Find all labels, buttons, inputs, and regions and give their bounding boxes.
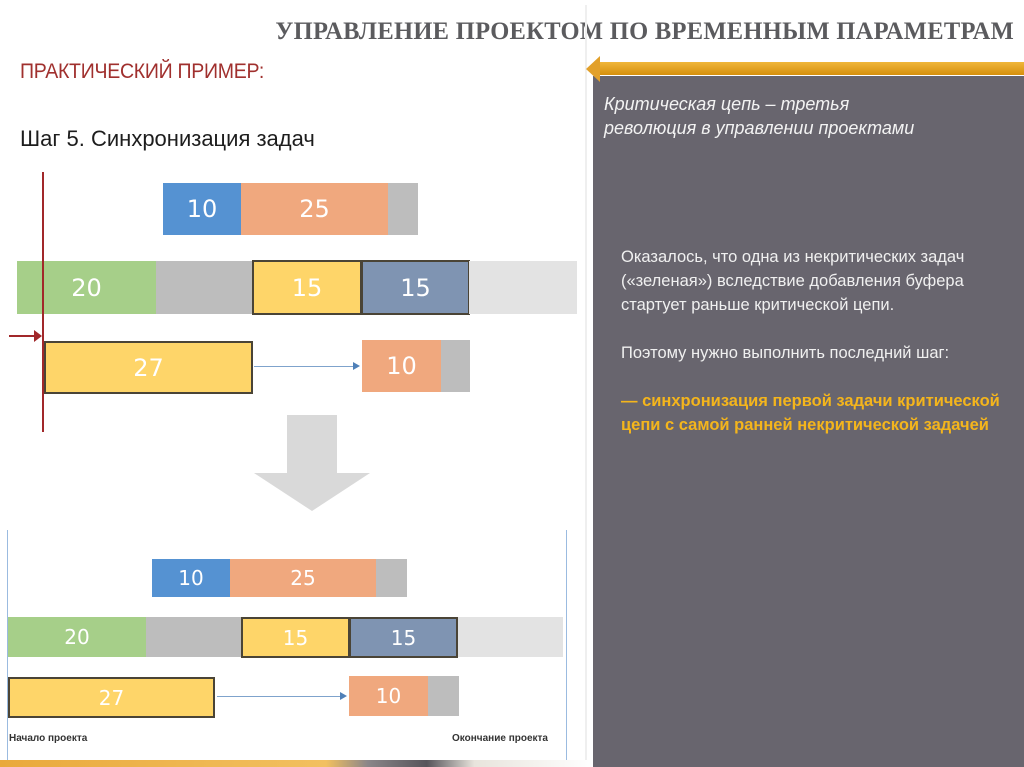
buffer-bar	[376, 559, 407, 597]
dependency-arrow-icon	[254, 362, 360, 370]
step-title: Шаг 5. Синхронизация задач	[20, 126, 315, 151]
task-bar-green: 20	[17, 261, 156, 314]
footer-stripe	[0, 760, 593, 767]
project-end-label: Окончание проекта	[452, 733, 548, 744]
slide-title: УПРАВЛЕНИЕ ПРОЕКТОМ ПО ВРЕМЕННЫМ ПАРАМЕТ…	[275, 18, 1014, 45]
task-bar: 15	[361, 260, 470, 315]
task-bar-green: 20	[8, 617, 146, 657]
project-buffer-bar	[458, 617, 563, 657]
critical-task-bar: 27	[8, 677, 215, 718]
buffer-bar	[146, 617, 241, 657]
buffer-bar	[388, 183, 418, 235]
side-panel	[593, 76, 1024, 767]
task-bar: 25	[241, 183, 388, 235]
panel-highlight: — синхронизация первой задачи критическо…	[621, 392, 1000, 434]
buffer-bar	[156, 261, 252, 314]
down-arrow-icon	[287, 415, 337, 475]
panel-heading-line2: революция в управлении проектами	[604, 118, 915, 138]
panel-paragraph-1: Оказалось, что одна из некритических зад…	[621, 248, 965, 314]
section-subtitle: ПРАКТИЧЕСКИЙ ПРИМЕР:	[20, 60, 264, 83]
project-buffer-bar	[469, 261, 577, 314]
task-bar: 15	[349, 617, 458, 658]
sync-arrowhead-icon	[34, 330, 42, 342]
down-arrow-head-icon	[254, 473, 370, 511]
task-bar: 15	[252, 260, 362, 315]
dependency-arrow-icon	[217, 692, 347, 700]
end-line	[566, 530, 567, 760]
task-bar: 10	[163, 183, 241, 235]
buffer-bar	[428, 676, 459, 716]
task-bar: 15	[241, 617, 350, 658]
sync-arrow-icon	[9, 335, 37, 337]
buffer-bar	[441, 340, 470, 392]
panel-body: Оказалось, что одна из некритических зад…	[621, 245, 1011, 461]
task-bar: 10	[349, 676, 428, 716]
divider	[585, 5, 587, 760]
start-line	[7, 530, 8, 760]
panel-paragraph-2: Поэтому нужно выполнить последний шаг:	[621, 344, 950, 362]
critical-task-bar: 27	[44, 341, 253, 394]
accent-bar	[596, 62, 1024, 75]
panel-heading: Критическая цепь – третья революция в уп…	[604, 92, 1014, 140]
project-start-label: Начало проекта	[9, 733, 88, 744]
panel-heading-line1: Критическая цепь – третья	[604, 94, 850, 114]
task-bar: 10	[362, 340, 441, 392]
sync-line	[42, 172, 44, 432]
task-bar: 10	[152, 559, 230, 597]
task-bar: 25	[230, 559, 376, 597]
left-arrow-icon	[586, 56, 600, 82]
